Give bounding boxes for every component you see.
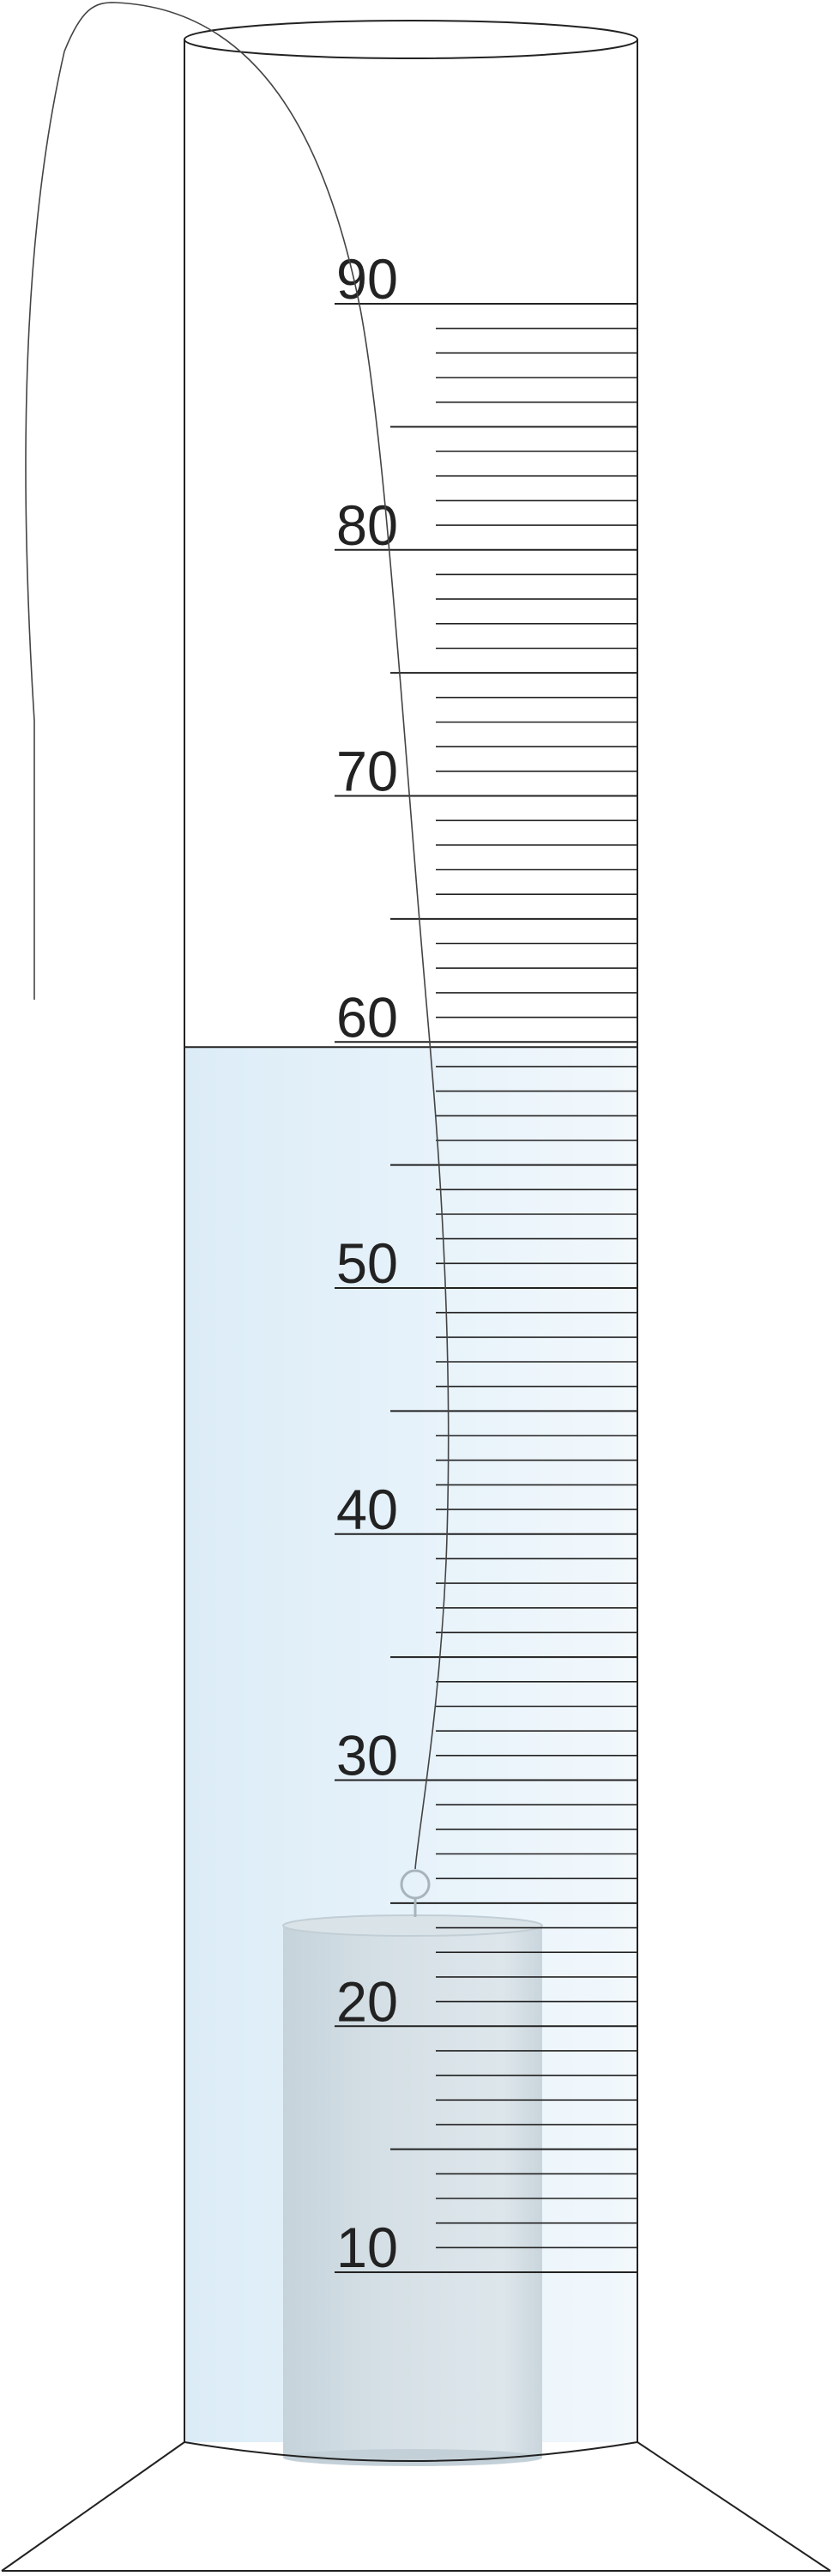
scale-label-80: 80	[336, 493, 398, 557]
scale-label-40: 40	[336, 1478, 398, 1541]
cylinder-outline	[184, 20, 638, 2462]
scale-labels: 10 20 30 40 50 60 70 80 90	[336, 247, 398, 2279]
scale-label-70: 70	[336, 740, 398, 803]
scale-label-30: 30	[336, 1724, 398, 1787]
cylinder-rim	[184, 20, 638, 59]
scale-label-90: 90	[336, 247, 398, 311]
scale-label-60: 60	[336, 985, 398, 1049]
submerged-cylinder-bottom	[283, 2449, 542, 2466]
submerged-cylinder	[282, 1914, 543, 2466]
suspension-string	[25, 2, 450, 1870]
submerged-cylinder-body	[283, 1926, 542, 2458]
submerged-cylinder-top	[282, 1914, 543, 1937]
scale-label-50: 50	[336, 1231, 398, 1295]
scale-ticks	[335, 303, 637, 2273]
scale-label-20: 20	[336, 1969, 398, 2033]
cylinder-bottom	[184, 2441, 638, 2462]
cylinder-base	[1, 2441, 831, 2572]
scale-label-10: 10	[336, 2216, 398, 2279]
